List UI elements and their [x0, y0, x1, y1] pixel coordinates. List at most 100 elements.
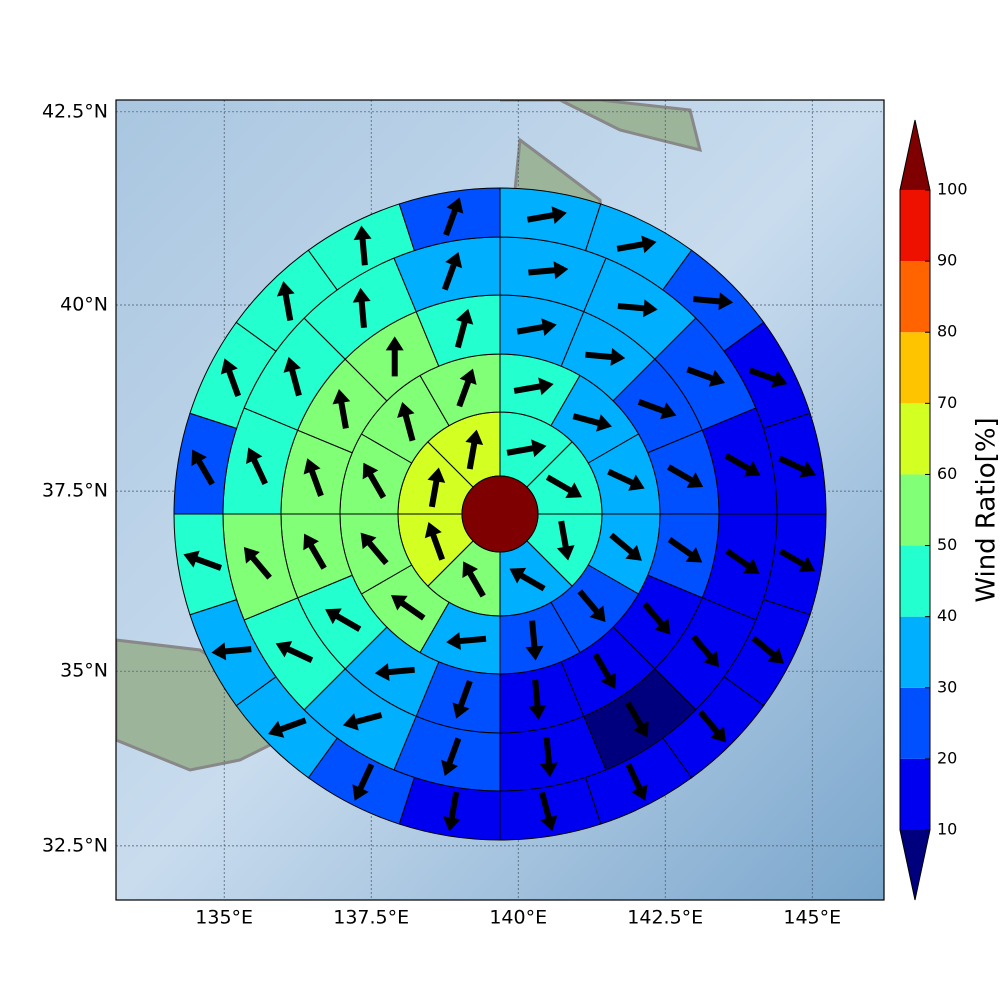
wind-arrow: [667, 464, 704, 488]
colorbar-tick-label: 80: [937, 322, 957, 341]
wind-arrow: [513, 377, 554, 396]
wind-arrow: [693, 292, 734, 311]
plot-frame: [115, 99, 885, 901]
wind-arrow: [465, 429, 484, 470]
wind-arrow: [748, 367, 788, 388]
x-tick-label: 140°E: [489, 907, 547, 929]
x-tick-label: 135°E: [195, 907, 253, 929]
wind-arrow: [725, 548, 760, 574]
wind-arrow: [424, 521, 445, 561]
wind-arrow: [452, 680, 473, 719]
wind-arrow: [609, 532, 642, 561]
wind-arrow: [360, 532, 389, 566]
wind-arrow: [617, 299, 658, 318]
wind-arrow: [592, 652, 617, 689]
wind-arrow: [191, 449, 215, 486]
center-cell: [461, 475, 539, 553]
colorbar-tick-label: 60: [937, 464, 957, 483]
wind-arrow: [183, 550, 223, 571]
wind-arrow: [525, 620, 544, 661]
colorbar-segment: [900, 332, 930, 404]
colorbar-segment: [900, 545, 930, 617]
y-tick-label: 32.5°N: [42, 834, 108, 856]
colorbar: Wind Ratio[%] 10 20 30 40 50 60 70 80 90 100: [899, 119, 1000, 901]
wind-arrow: [577, 589, 606, 622]
wind-arrow: [528, 679, 547, 720]
colorbar-segment: [900, 261, 930, 333]
wind-arrow: [686, 366, 725, 387]
wind-arrow: [352, 763, 375, 801]
colorbar-segment: [900, 687, 930, 759]
wind-arrow: [585, 347, 626, 366]
wind-arrow: [698, 709, 727, 743]
wind-arrow: [509, 567, 546, 592]
wind-arrow: [276, 281, 295, 322]
wind-arrow: [539, 737, 558, 778]
wind-arrow: [441, 737, 462, 777]
y-tick-label: 42.5°N: [42, 100, 108, 122]
wind-arrow: [385, 336, 404, 377]
colorbar-segment: [900, 758, 930, 830]
colorbar-tick-label: 100: [937, 180, 968, 199]
wind-arrow: [342, 712, 383, 731]
colorbar-segment: [900, 474, 930, 546]
wind-grid: [116, 100, 884, 900]
wind-arrow: [778, 455, 816, 478]
wind-arrow: [625, 763, 648, 801]
y-tick-label: 37.5°N: [42, 480, 108, 502]
wind-arrow: [778, 548, 816, 572]
wind-arrow: [246, 447, 268, 486]
x-tick-label: 142.5°E: [627, 907, 703, 929]
colorbar-tick-label: 30: [937, 677, 957, 696]
wind-arrow: [211, 642, 252, 661]
wind-arrow: [625, 701, 649, 738]
wind-arrow: [456, 368, 477, 408]
wind-arrow: [362, 462, 387, 499]
colorbar-segment: [900, 403, 930, 475]
colorbar-tick-label: 20: [937, 748, 957, 767]
wind-arrow: [303, 458, 324, 497]
wind-arrow: [325, 608, 362, 632]
colorbar-under: [900, 830, 930, 900]
colorbar-tick-label: 70: [937, 393, 957, 412]
wind-arrow: [374, 663, 415, 682]
y-tick-label: 35°N: [60, 660, 108, 682]
wind-arrow: [332, 389, 351, 429]
wind-arrow: [427, 467, 446, 508]
wind-arrow: [462, 561, 486, 598]
colorbar-segment: [900, 616, 930, 688]
wind-arrow: [516, 318, 557, 336]
wind-arrow: [268, 717, 307, 738]
colorbar-tick-label: 40: [937, 606, 957, 625]
wind-arrow: [352, 287, 371, 328]
wind-arrow: [607, 468, 645, 491]
wind-arrow: [446, 632, 487, 651]
wind-arrow: [545, 474, 582, 499]
basemap: [116, 100, 884, 900]
wind-arrow: [390, 595, 426, 621]
wind-arrow: [283, 356, 302, 397]
wind-arrow: [506, 439, 547, 458]
colorbar-tick-label: 50: [937, 535, 957, 554]
wind-arrow: [397, 402, 416, 442]
wind-arrow: [539, 791, 558, 832]
wind-arrow: [353, 225, 372, 266]
wind-arrow: [442, 791, 461, 832]
wind-arrow: [724, 453, 761, 477]
y-tick-label: 40°N: [60, 293, 108, 315]
wind-arrow: [572, 413, 612, 432]
wind-arrow: [667, 537, 703, 563]
wind-arrow: [526, 206, 567, 225]
wind-arrow: [751, 635, 784, 664]
wind-arrow: [443, 197, 464, 237]
wind-arrow: [243, 547, 272, 580]
wind-arrow: [556, 520, 575, 561]
wind-arrow: [637, 399, 677, 420]
wind-arrow: [642, 602, 671, 635]
wind-arrow: [303, 533, 327, 570]
colorbar-tick-label: 90: [937, 251, 957, 270]
x-tick-label: 137.5°E: [333, 907, 409, 929]
x-tick-label: 145°E: [783, 907, 841, 929]
wind-arrow: [220, 358, 242, 397]
